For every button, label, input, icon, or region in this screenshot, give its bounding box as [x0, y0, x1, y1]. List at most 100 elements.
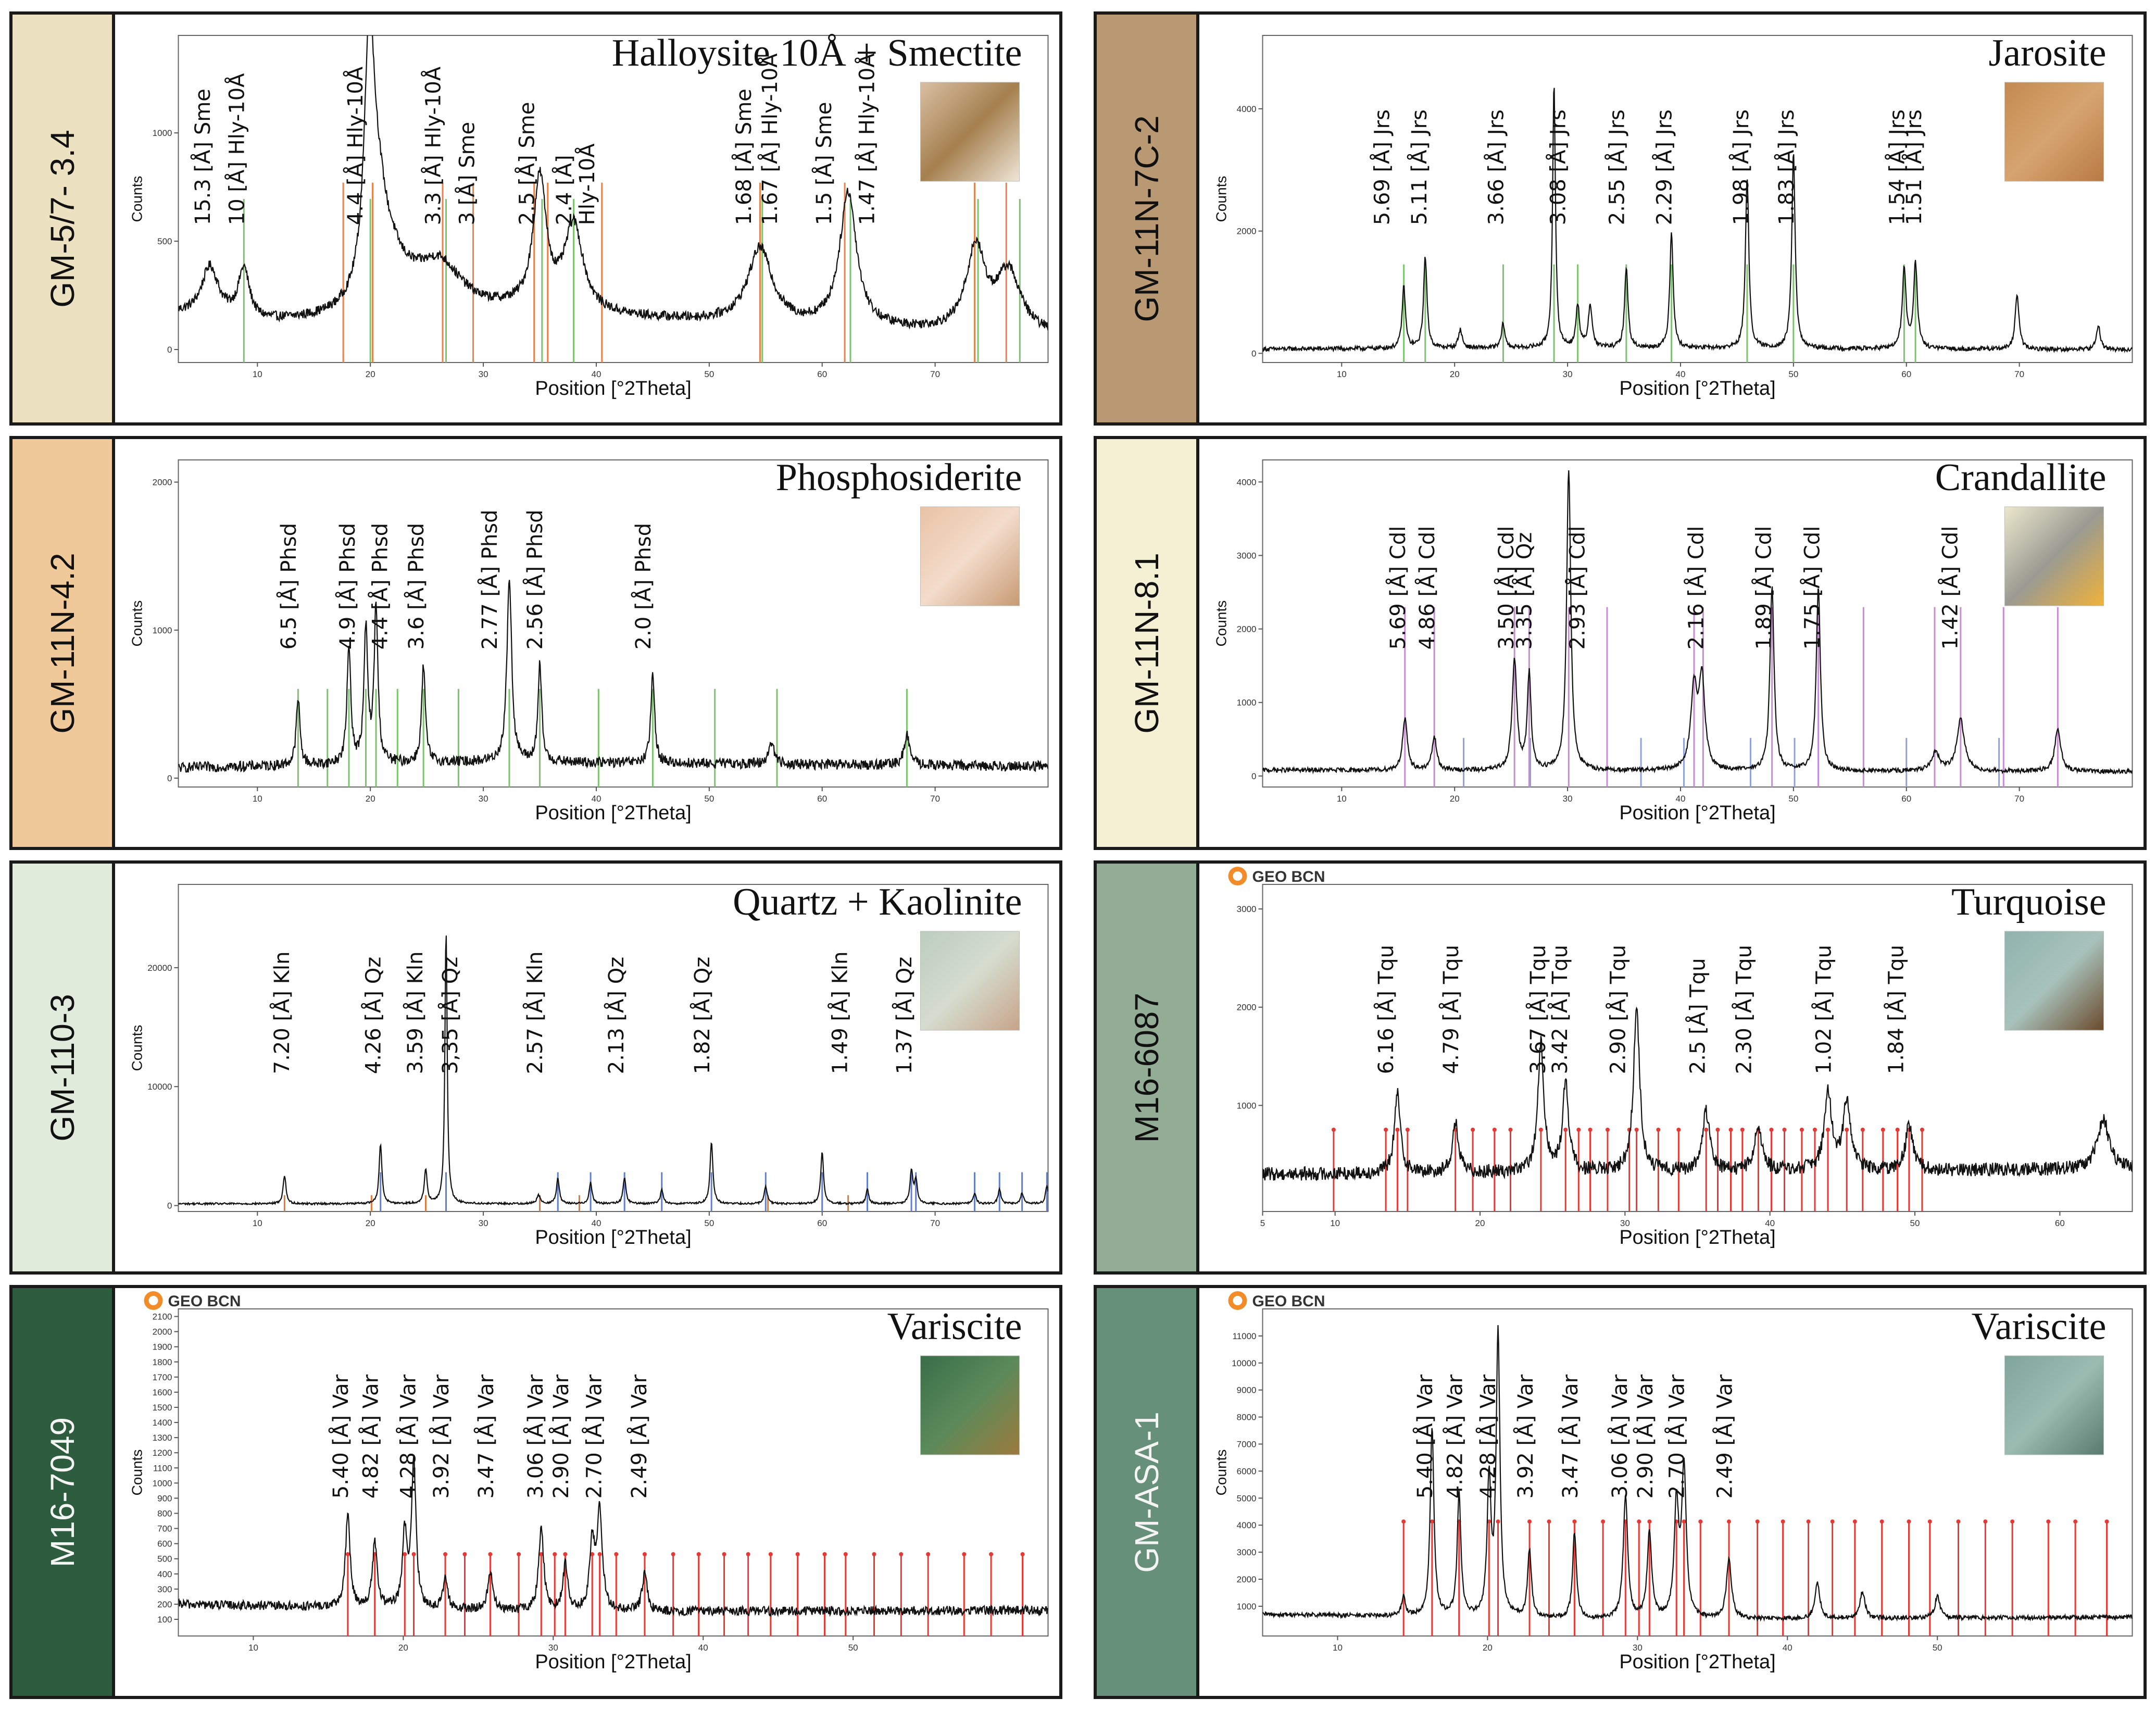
x-axis-label: Position [°2Theta]: [535, 1227, 691, 1248]
reference-marker: [1682, 1519, 1686, 1524]
xrd-chart: 10 20 30 40 50 60 70 0 10000 20000 Position [°2The…: [115, 864, 1059, 1271]
peak-label: 2.13 [Å] Qz: [604, 957, 629, 1075]
reference-marker: [1471, 1128, 1475, 1132]
sample-label: GM-110-3: [12, 864, 115, 1271]
logo-icon-inner: [148, 1296, 158, 1305]
photo-image: [920, 931, 1020, 1031]
peak-label-line: 1.82 [Å] Qz: [690, 957, 715, 1075]
peak-label: 1.5 [Å] Sme: [811, 102, 836, 226]
y-axis-label: Counts: [1213, 601, 1230, 647]
reference-marker: [345, 1552, 350, 1556]
reference-marker: [403, 1552, 407, 1556]
x-axis-label: Position [°2Theta]: [535, 802, 691, 824]
peak-label-line: 2.56 [Å] Phsd: [522, 509, 547, 650]
peak-label-line: 2.70 [Å] Var: [1664, 1374, 1689, 1498]
reference-marker: [1405, 1128, 1410, 1132]
peak-label-line: 3,35 [Å] Qz: [437, 957, 462, 1075]
sample-id: M16-6087: [1127, 992, 1165, 1143]
reference-marker: [1020, 1552, 1025, 1556]
peak-label: 4.4 [Å] Phsd: [368, 523, 393, 650]
peak-label: 5.69 [Å] Jrs: [1369, 109, 1394, 225]
reference-marker: [1588, 1128, 1593, 1132]
peak-label: 2.77 [Å] Phsd: [477, 509, 502, 650]
x-tick-label: 10: [253, 794, 262, 804]
peak-label-line: 7.20 [Å] Kln: [269, 951, 294, 1074]
peak-label: 3.50 [Å] Cdl: [1494, 526, 1519, 650]
peak-label-line: 1.89 [Å] Cdl: [1751, 526, 1776, 650]
peak-label: 5.40 [Å] Var: [328, 1374, 353, 1498]
sample-label: M16-7049: [12, 1288, 115, 1696]
x-axis-label: Position [°2Theta]: [1619, 378, 1775, 399]
peak-label-line: 3.66 [Å] Jrs: [1483, 109, 1508, 225]
reference-marker: [671, 1552, 675, 1556]
geobcn-logo: GEO BCN: [1228, 1291, 1325, 1310]
reference-marker: [642, 1552, 647, 1556]
peak-label-line: 2.70 [Å] Var: [581, 1374, 606, 1498]
y-tick-label: 7000: [1237, 1440, 1257, 1450]
x-tick-label: 10: [1333, 1643, 1343, 1653]
peak-label-line: 2.57 [Å] Kln: [522, 951, 547, 1074]
x-tick-label: 20: [1475, 1218, 1485, 1228]
y-tick-label: 3000: [1237, 904, 1257, 914]
peak-label: 1.02 [Å] Tqu: [1811, 945, 1836, 1074]
y-tick-label: 1000: [1237, 698, 1257, 708]
diffraction-trace: [1262, 1006, 2133, 1181]
reference-marker: [590, 1552, 595, 1556]
logo-text: GEO BCN: [1252, 1293, 1325, 1310]
peak-label-line: 1.37 [Å] Qz: [892, 957, 917, 1075]
peak-label-line: 3.06 [Å] Var: [523, 1374, 548, 1498]
peak-label: 3.92 [Å] Var: [1513, 1374, 1538, 1498]
xrd-chart: 10 20 30 40 50 60 70 0 1000 2000 Position [°2Theta…: [115, 439, 1059, 847]
x-tick-label: 10: [253, 1218, 262, 1228]
peak-label-line: 2.13 [Å] Qz: [604, 957, 629, 1075]
sample-label: M16-6087: [1097, 864, 1199, 1271]
y-tick-label: 1000: [1237, 1602, 1257, 1612]
peak-label: 2.0 [Å] Phsd: [631, 523, 656, 650]
x-tick-label: 20: [1450, 794, 1460, 804]
chart-svg: 10 20 30 40 50 1000 2000 3000 4000 5000 6000 7000 80…: [1213, 1291, 2133, 1673]
reference-marker: [1634, 1128, 1639, 1132]
reference-marker: [2046, 1519, 2051, 1524]
xrd-chart: 10 20 30 40 50 100 200 300 400 500 600 700 800 900 100…: [115, 1288, 1059, 1696]
reference-marker: [1496, 1519, 1500, 1524]
peak-label-line: 2.49 [Å] Var: [1712, 1374, 1737, 1498]
reference-marker: [462, 1552, 467, 1556]
peak-label: 3.35 [Å] Qz: [1512, 532, 1537, 650]
peak-label-line: 6.16 [Å] Tqu: [1373, 945, 1398, 1074]
reference-marker: [1527, 1519, 1532, 1524]
sample-id: GM-11N-8.1: [1127, 552, 1165, 734]
y-tick-label: 2000: [153, 1327, 172, 1337]
peak-label: 2.90 [Å] Var: [548, 1374, 573, 1498]
reference-marker: [1384, 1128, 1388, 1132]
plot-frame: [1262, 35, 2133, 363]
y-tick-label: 1000: [153, 128, 172, 138]
peak-label-line: 3.92 [Å] Var: [429, 1374, 454, 1498]
peak-label: 3.67 [Å] Tqu: [1525, 945, 1550, 1074]
reference-marker: [443, 1552, 448, 1556]
y-tick-label: 2000: [1237, 1575, 1257, 1584]
x-tick-label: 30: [479, 794, 488, 804]
diffraction-trace: [178, 35, 1048, 331]
reference-lines: [243, 182, 1021, 363]
peak-label-line: 3.08 [Å] Jrs: [1546, 109, 1571, 225]
x-tick-label: 30: [1620, 1218, 1630, 1228]
reference-marker: [1728, 1128, 1733, 1132]
y-tick-label: 0: [167, 1201, 172, 1211]
reference-marker: [1538, 1128, 1543, 1132]
peak-label-line: 2.77 [Å] Phsd: [477, 509, 502, 650]
reference-marker: [411, 1552, 416, 1556]
plot-frame: [178, 1308, 1049, 1637]
photo-image: [2004, 931, 2104, 1031]
peak-label-line: 5.11 [Å] Jrs: [1407, 109, 1432, 225]
x-tick-label: 20: [366, 369, 375, 379]
peak-label: 3.3 [Å] Hly-10Å: [421, 66, 446, 225]
peak-label: 4.28 [Å] Var: [1475, 1374, 1500, 1498]
peak-label: 2.70 [Å] Var: [1664, 1374, 1689, 1498]
peak-label-line: 1.02 [Å] Tqu: [1811, 945, 1836, 1074]
reference-marker: [1881, 1128, 1885, 1132]
reference-marker: [1755, 1519, 1760, 1524]
peak-label-line: 6.5 [Å] Phsd: [276, 523, 301, 650]
chart-svg: 10 20 30 40 50 60 70 0 2000 4000 Position [°2Theta…: [1213, 32, 2133, 399]
x-tick-label: 70: [2014, 369, 2024, 379]
logo-text: GEO BCN: [168, 1293, 241, 1310]
